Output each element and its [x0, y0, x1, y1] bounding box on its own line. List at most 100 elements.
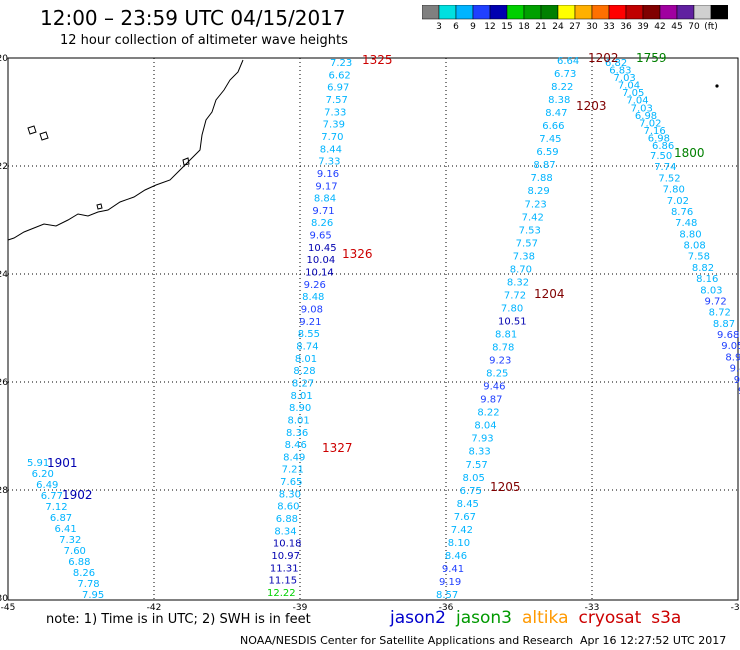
wave-height-value: 8.28 [293, 366, 315, 377]
chart-title: 12:00 – 23:59 UTC 04/15/2017 [40, 6, 346, 30]
wave-height-value: 8.46 [285, 440, 307, 451]
chart-subtitle: 12 hour collection of altimeter wave hei… [60, 33, 348, 48]
wave-height-value: 11.31 [270, 563, 299, 574]
pass-time-label: 1326 [342, 247, 373, 261]
wave-height-value: 7.53 [519, 225, 541, 236]
pass-time-label: 1327 [322, 441, 353, 455]
wave-height-value: 10.14 [305, 268, 334, 279]
wave-height-value: 7.03 [614, 73, 636, 84]
wave-height-colorbar [422, 5, 728, 20]
wave-height-value: 7.80 [501, 303, 523, 314]
wave-height-value: 6.98 [635, 111, 657, 122]
colorbar-tick-label: 21 [535, 22, 547, 32]
wave-height-value: 8.81 [495, 330, 517, 341]
latitude-label: -28 [0, 486, 8, 496]
wave-height-value: 8.87 [533, 160, 555, 171]
wave-height-value: 9.23 [489, 356, 511, 367]
wave-height-value: 10.51 [498, 316, 527, 327]
island [39, 131, 49, 141]
wave-height-value: 8.47 [545, 108, 567, 119]
wave-height-value: 8.57 [436, 590, 458, 601]
wave-height-value: 8.36 [286, 428, 308, 439]
wave-height-value: 8.84 [314, 194, 336, 205]
pass-time-label: 1205 [490, 480, 521, 494]
wave-height-value: 8.22 [477, 408, 499, 419]
wave-height-value: 7.50 [650, 151, 672, 162]
wave-height-value: 10.04 [307, 255, 336, 266]
wave-height-value: 7.74 [654, 162, 676, 173]
wave-height-value: 10.97 [271, 551, 300, 562]
wave-height-value: 7.04 [618, 81, 640, 92]
wave-height-value: 7.48 [675, 218, 697, 229]
wave-height-value: 8.03 [700, 285, 722, 296]
wave-height-value: 8.04 [474, 421, 496, 432]
colorbar-tick-label: 6 [453, 22, 459, 32]
latitude-label: -24 [0, 270, 8, 280]
legend-item-altika: altika [522, 608, 569, 628]
wave-height-value: 12.22 [267, 588, 296, 599]
wave-height-value: 8.30 [279, 489, 301, 500]
wave-height-value: 9.05 [721, 341, 740, 352]
wave-height-value: 6.20 [32, 469, 54, 480]
wave-height-value: 7.70 [321, 132, 343, 143]
map-grid [7, 57, 739, 601]
longitude-label: -45 [1, 603, 16, 610]
colorbar-tick-label: 27 [569, 22, 581, 32]
wave-height-value: 8.22 [551, 82, 573, 93]
wave-height-value: 6.66 [542, 121, 564, 132]
island-dot [715, 84, 719, 88]
wave-height-value: 6.62 [329, 70, 351, 81]
colorbar-tick-label: 30 [586, 22, 598, 32]
wave-height-value: 7.72 [504, 290, 526, 301]
pass-time-labels: 1325 1326 1327 1202 1203 1204 1205 1759 1800 1901… [47, 51, 705, 502]
island [96, 203, 103, 210]
colorbar-tick-label: 12 [484, 22, 496, 32]
wave-height-value: 7.88 [530, 173, 552, 184]
wave-height-value: 7.52 [658, 173, 680, 184]
footer-note: note: 1) Time is in UTC; 2) SWH is in fe… [46, 612, 311, 627]
wave-height-value: 9.87 [480, 395, 502, 406]
wave-height-value: 9.65 [309, 231, 331, 242]
wave-height-value: 6.97 [327, 83, 349, 94]
latitude-label: -30 [0, 594, 8, 604]
wave-height-value: 9.19 [439, 577, 461, 588]
wave-height-value: 7.57 [326, 95, 348, 106]
wave-height-value: 8.55 [298, 329, 320, 340]
wave-height-value: 8.60 [277, 502, 299, 513]
wave-height-value: 7.32 [59, 535, 81, 546]
wave-height-value: 7.93 [471, 434, 493, 445]
wave-height-value: 8.33 [468, 447, 490, 458]
wave-height-value: 6.82 [605, 58, 627, 69]
wave-height-value: 8.29 [527, 186, 549, 197]
pass-time-label: 1203 [576, 99, 607, 113]
wave-height-value: 6.83 [609, 66, 631, 77]
colorbar-tick-label: 9 [470, 22, 476, 32]
wave-height-value: 7.21 [282, 465, 304, 476]
longitude-label: -42 [147, 603, 162, 610]
latitude-label: -22 [0, 162, 8, 172]
pass-time-label: 1800 [674, 146, 705, 160]
island [182, 157, 190, 166]
wave-height-value: 8.44 [320, 144, 342, 155]
colorbar-tick-label: 45 [671, 22, 683, 32]
wave-height-value: 8.34 [274, 526, 296, 537]
satellite-legend: jason2 jason3 altika cryosat s3a [390, 608, 691, 628]
wave-height-value: 7.03 [631, 103, 653, 114]
wave-height-value: 7.33 [324, 107, 346, 118]
wave-height-value: 9.45 [730, 364, 740, 375]
wave-height-value: 8.97 [725, 352, 740, 363]
wave-height-value: 10.18 [273, 539, 302, 550]
wave-height-value: 9.21 [299, 317, 321, 328]
wave-height-value: 8.45 [457, 499, 479, 510]
wave-height-value: 9. [738, 386, 740, 397]
wave-height-value: 6.86 [652, 141, 674, 152]
wave-height-value: 6.49 [36, 480, 58, 491]
island [27, 125, 37, 135]
colorbar-tick-label: 70 [688, 22, 700, 32]
colorbar-tick-label: 39 [637, 22, 649, 32]
pass-time-label: 1202 [588, 51, 619, 65]
wave-height-value: 9.71 [312, 206, 334, 217]
wave-height-value: 8.74 [296, 341, 318, 352]
legend-item-cryosat: cryosat [578, 608, 642, 628]
colorbar-tick-label: 42 [654, 22, 666, 32]
